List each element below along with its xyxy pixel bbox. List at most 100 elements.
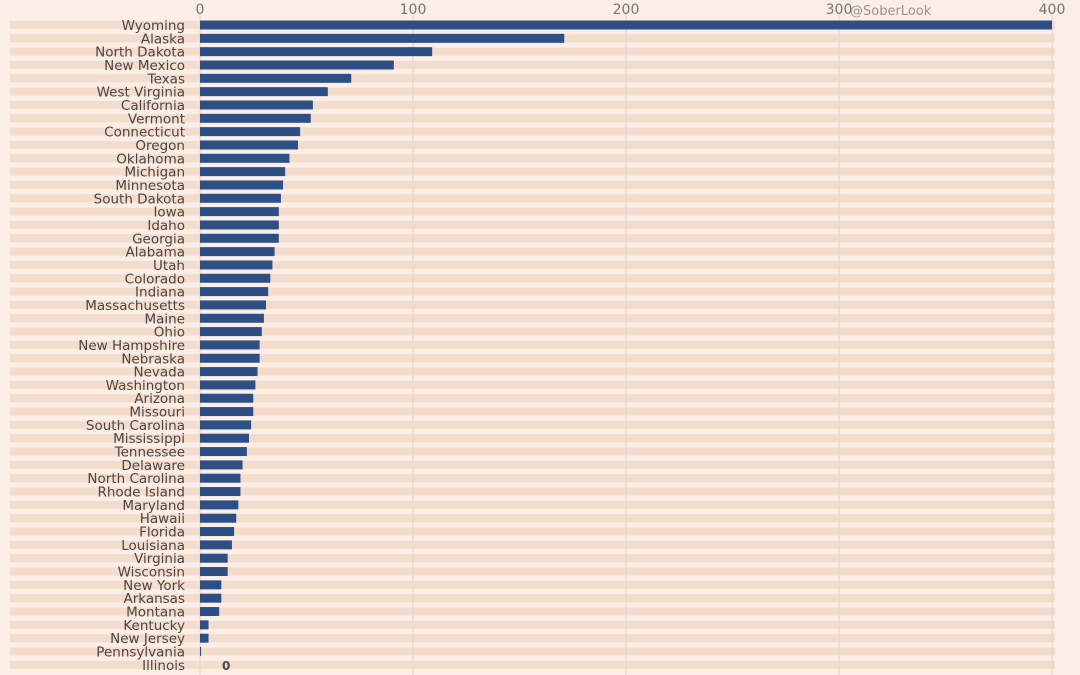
category-label: Connecticut	[104, 125, 185, 141]
bar-nevada	[200, 367, 258, 377]
category-label: Pennsylvania	[96, 645, 185, 661]
category-label: Colorado	[125, 271, 185, 287]
row-stripes	[10, 21, 1055, 669]
row-stripe	[10, 167, 1055, 176]
bar-new-hampshire	[200, 340, 260, 350]
row-stripe	[10, 660, 1055, 669]
row-stripe	[10, 514, 1055, 523]
row-stripe	[10, 527, 1055, 536]
category-label: Maryland	[122, 498, 185, 514]
category-label: Illinois	[142, 658, 185, 674]
category-label: New Mexico	[104, 58, 185, 74]
category-label: Indiana	[135, 285, 185, 301]
category-label: North Carolina	[87, 471, 185, 487]
bar-maryland	[200, 500, 239, 510]
bar-connecticut	[200, 127, 301, 137]
category-label: Michigan	[124, 165, 185, 181]
row-stripe	[10, 180, 1055, 189]
bar-florida	[200, 527, 235, 537]
category-label: Delaware	[121, 458, 185, 474]
x-tick-label: 300	[826, 2, 853, 18]
bar-alaska	[200, 33, 565, 43]
category-label: Minnesota	[115, 178, 185, 194]
bar-colorado	[200, 273, 271, 283]
row-stripe	[10, 340, 1055, 349]
row-stripe	[10, 367, 1055, 376]
category-label: Arkansas	[123, 591, 185, 607]
category-label: Wyoming	[122, 18, 185, 34]
bar-vermont	[200, 113, 311, 123]
bar-iowa	[200, 207, 279, 217]
category-label: Louisiana	[121, 538, 185, 554]
row-stripe	[10, 420, 1055, 429]
row-stripe	[10, 234, 1055, 243]
bar-montana	[200, 607, 220, 617]
row-stripe	[10, 620, 1055, 629]
bar-wisconsin	[200, 567, 228, 577]
bar-michigan	[200, 167, 286, 177]
bar-south-dakota	[200, 193, 281, 203]
row-stripe	[10, 60, 1055, 69]
bar-mississippi	[200, 433, 249, 443]
bar-minnesota	[200, 180, 284, 190]
bar-alabama	[200, 247, 275, 257]
bar-oregon	[200, 140, 298, 150]
category-label: South Carolina	[86, 418, 185, 434]
row-stripe	[10, 540, 1055, 549]
row-stripe	[10, 554, 1055, 563]
category-label: Idaho	[147, 218, 185, 234]
bar-arkansas	[200, 593, 222, 603]
bar-delaware	[200, 460, 243, 470]
row-stripe	[10, 327, 1055, 336]
row-stripe	[10, 580, 1055, 589]
row-stripe	[10, 100, 1055, 109]
row-stripe	[10, 407, 1055, 416]
row-stripe	[10, 647, 1055, 656]
bar-north-dakota	[200, 47, 433, 57]
row-stripe	[10, 47, 1055, 56]
x-tick-label: 200	[613, 2, 640, 18]
category-label: West Virginia	[97, 85, 185, 101]
row-stripe	[10, 394, 1055, 403]
row-stripe	[10, 194, 1055, 203]
bar-new-mexico	[200, 60, 394, 70]
bar-new-jersey	[200, 633, 209, 643]
category-label: Rhode Island	[97, 485, 185, 501]
category-label: Wisconsin	[118, 565, 185, 581]
category-label: Florida	[139, 525, 185, 541]
row-stripe	[10, 127, 1055, 136]
bar-oklahoma	[200, 153, 290, 163]
bar-kentucky	[200, 620, 209, 630]
bar-pennsylvania	[200, 647, 202, 657]
category-label: Texas	[147, 71, 185, 87]
category-label: South Dakota	[94, 191, 185, 207]
bar-rhode-island	[200, 487, 241, 497]
bar-west-virginia	[200, 87, 328, 97]
row-stripe	[10, 634, 1055, 643]
bar-california	[200, 100, 313, 110]
row-stripe	[10, 220, 1055, 229]
watermark: @SoberLook	[850, 4, 932, 19]
row-stripe	[10, 500, 1055, 509]
bar-missouri	[200, 407, 254, 417]
row-stripe	[10, 247, 1055, 256]
bar-wyoming	[200, 20, 1052, 30]
row-stripe	[10, 487, 1055, 496]
bar-georgia	[200, 233, 279, 243]
category-label: Georgia	[132, 231, 185, 247]
bar-texas	[200, 73, 352, 83]
category-label: Utah	[153, 258, 185, 274]
row-stripe	[10, 380, 1055, 389]
bar-arizona	[200, 393, 254, 403]
category-label: Washington	[106, 378, 185, 394]
row-stripe	[10, 567, 1055, 576]
category-label: Arizona	[134, 391, 185, 407]
bar-massachusetts	[200, 300, 267, 310]
row-stripe	[10, 300, 1055, 309]
bar-washington	[200, 380, 256, 390]
bar-tennessee	[200, 447, 247, 457]
category-label: New Jersey	[110, 631, 185, 647]
